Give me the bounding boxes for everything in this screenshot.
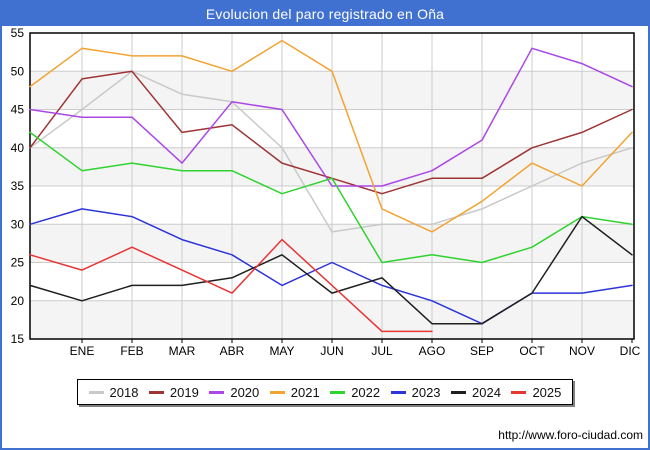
legend-color-dash <box>148 390 164 394</box>
legend-year-label: 2018 <box>109 384 139 400</box>
x-axis-month-label: FEB <box>120 344 143 358</box>
y-axis-tick-label: 30 <box>11 217 25 231</box>
y-axis-tick-label: 20 <box>11 294 25 308</box>
x-axis-month-label: AGO <box>419 344 446 358</box>
x-axis-month-label: MAR <box>169 344 196 358</box>
y-axis-tick-label: 25 <box>11 256 25 270</box>
line-chart: 15 20 25 30 35 40 45 50 55 ENE FEB MAR ABR MAY JUN JUL A… <box>11 26 641 358</box>
legend-year-label: 2020 <box>230 384 260 400</box>
legend-color-dash <box>269 390 285 394</box>
legend-item-2018: 2018 <box>88 384 139 400</box>
series-line-2024 <box>29 215 633 325</box>
legend-year-label: 2019 <box>169 384 199 400</box>
series-line-2021 <box>29 39 633 233</box>
x-axis-month-label: ENE <box>70 344 95 358</box>
legend-color-dash <box>390 390 406 394</box>
legend-year-label: 2022 <box>351 384 381 400</box>
x-axis-month-label: NOV <box>569 344 595 358</box>
legend-color-dash <box>209 390 225 394</box>
chart-title: Evolucion del paro registrado en Oña <box>205 6 445 22</box>
legend-item-2020: 2020 <box>209 385 259 400</box>
series-line-2025 <box>29 238 433 333</box>
y-axis-tick-label: 50 <box>11 64 25 78</box>
title-bar: Evolucion del paro registrado en Oña <box>2 2 648 26</box>
x-axis-month-label: JUN <box>320 344 343 358</box>
legend-year-label: 2021 <box>290 384 320 400</box>
legend-year-label: 2025 <box>532 384 562 400</box>
x-axis-month-label: SEP <box>470 344 494 358</box>
legend-item-2022: 2022 <box>330 385 380 400</box>
y-axis-tick-label: 40 <box>11 141 25 155</box>
y-axis-tick-label: 55 <box>11 26 25 40</box>
y-axis-tick-label: 45 <box>11 103 25 117</box>
legend-color-dash <box>330 390 346 394</box>
footer-url[interactable]: http://www.foro-ciudad.com <box>498 428 643 442</box>
series-line-2020 <box>29 47 633 187</box>
chart-legend: 2018 2019 2020 2021 2022 2023 2024 2025 <box>77 379 573 405</box>
legend-color-dash <box>451 390 467 394</box>
legend-year-label: 2024 <box>472 384 501 400</box>
legend-item-2024: 2024 <box>451 385 501 400</box>
x-axis-month-label: MAY <box>269 344 294 358</box>
y-axis-tick-label: 35 <box>11 179 25 193</box>
legend-item-2019: 2019 <box>148 384 199 400</box>
legend-color-dash <box>88 390 104 394</box>
x-axis-month-label: ABR <box>220 344 245 358</box>
legend-item-2021: 2021 <box>269 384 320 400</box>
legend-year-label: 2023 <box>411 384 441 400</box>
legend-color-dash <box>511 390 527 394</box>
x-axis-month-label: JUL <box>371 344 393 358</box>
legend-item-2023: 2023 <box>390 384 441 400</box>
x-axis-month-label: DIC <box>620 344 641 358</box>
series-line-2022 <box>29 131 633 264</box>
x-axis-month-label: OCT <box>519 344 545 358</box>
legend-item-2025: 2025 <box>511 385 561 400</box>
y-axis-tick-label: 15 <box>11 332 25 346</box>
